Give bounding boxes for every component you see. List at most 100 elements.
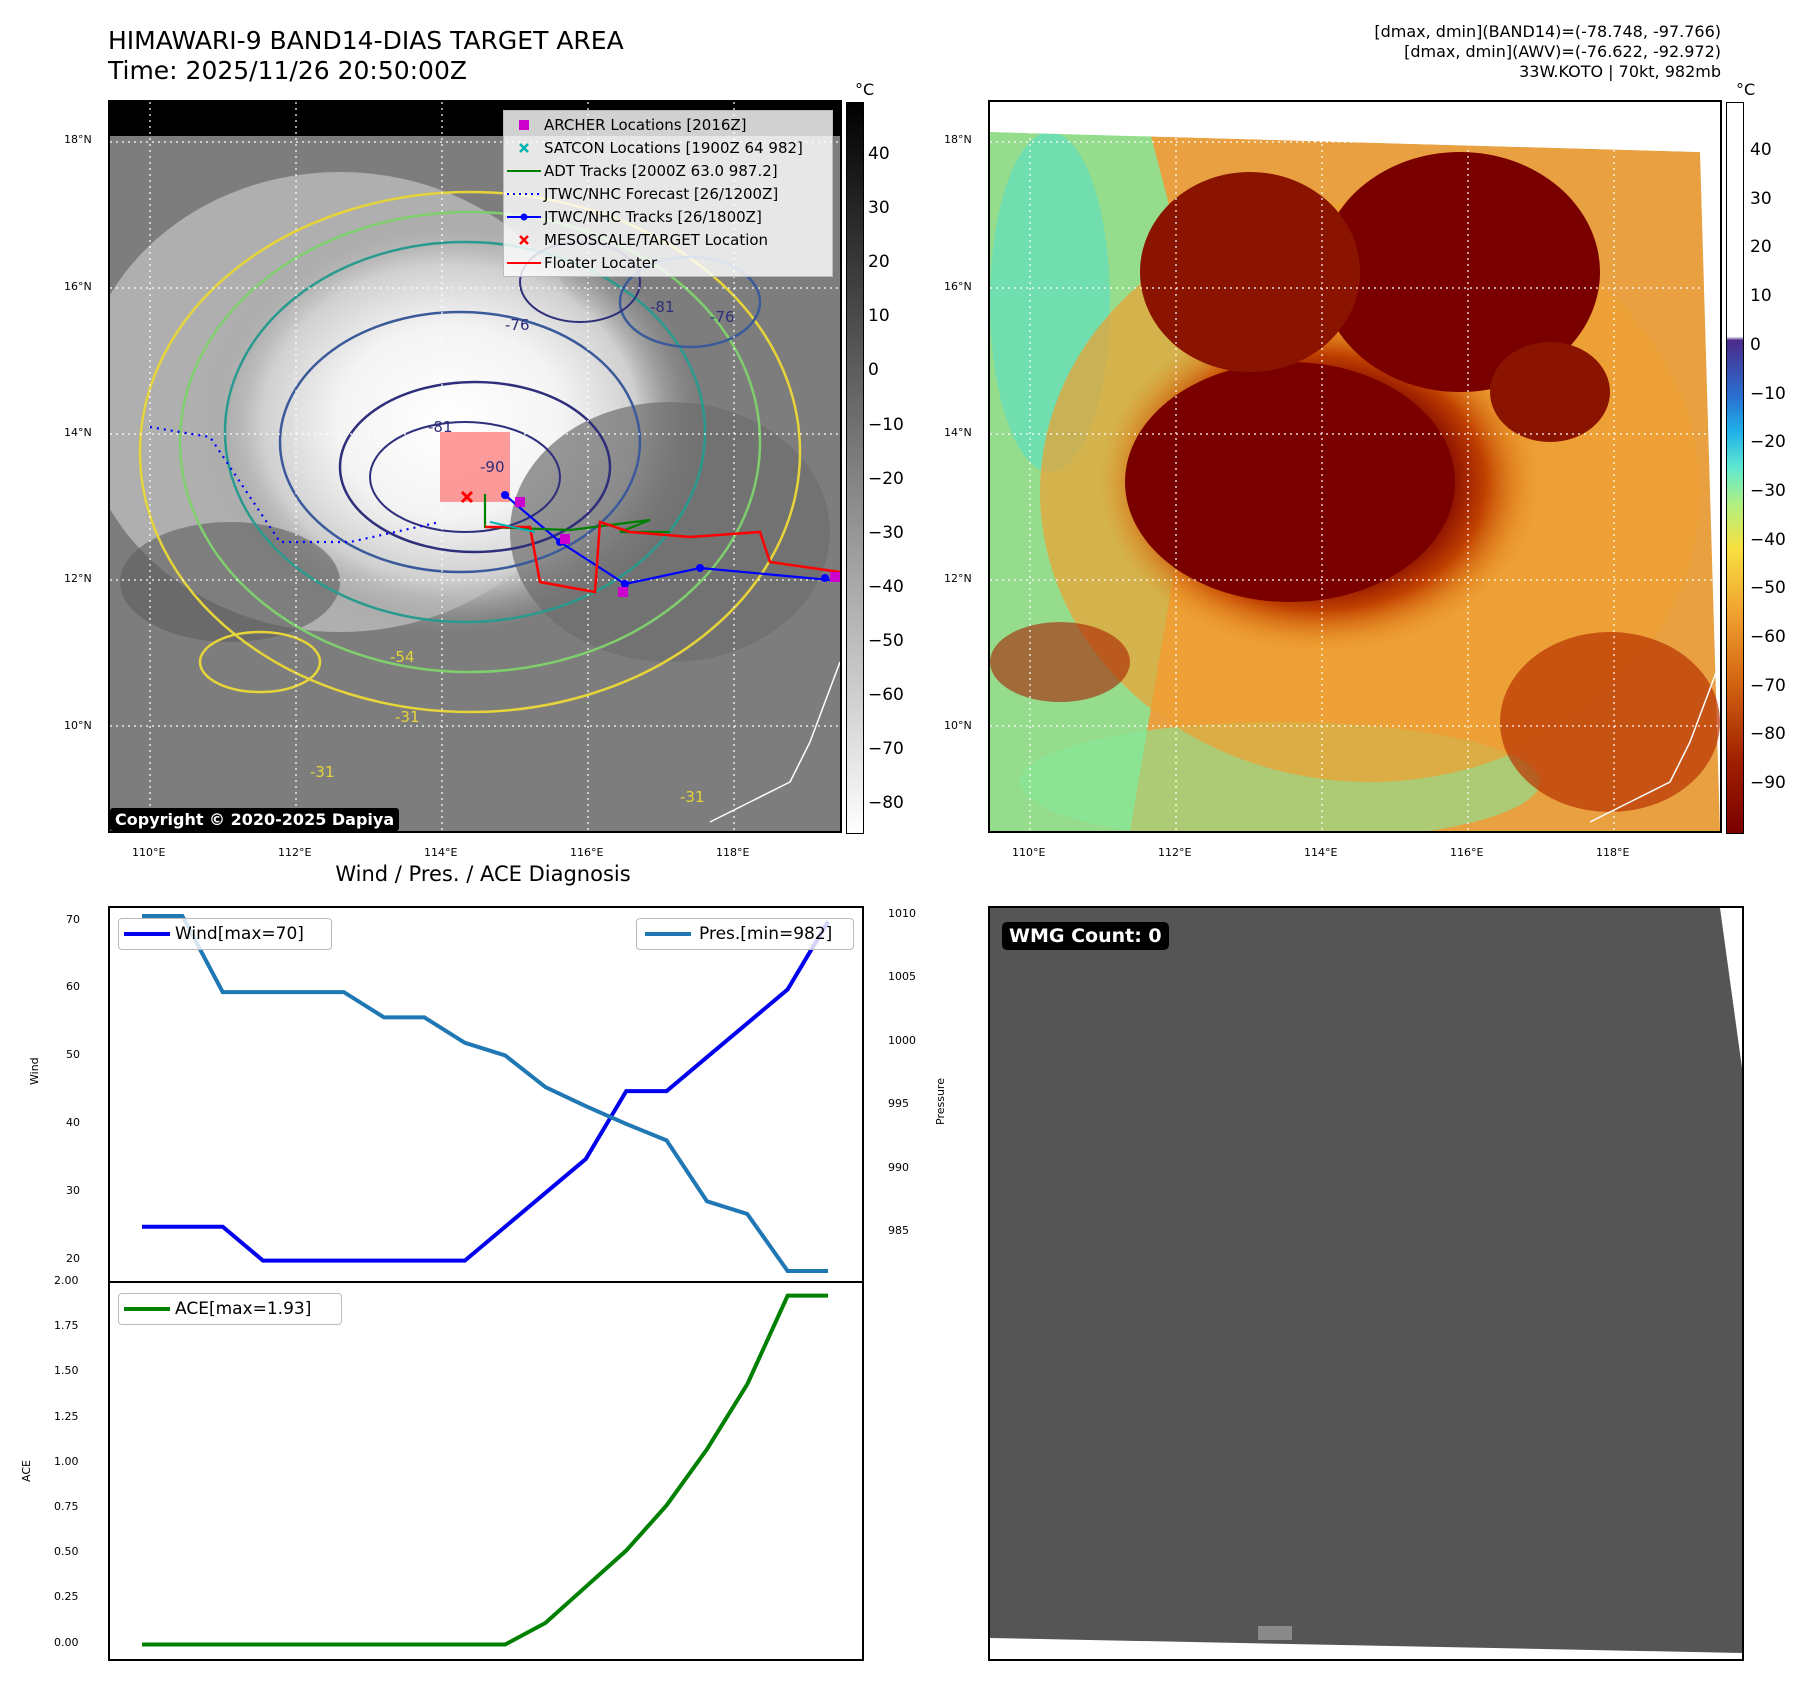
- diagnosis-title: Wind / Pres. / ACE Diagnosis: [335, 862, 631, 886]
- wind-tick: 40: [66, 1116, 80, 1130]
- awv-satellite-image: [990, 102, 1720, 831]
- left-colorbar: [846, 102, 864, 834]
- lat-tick: 18°N: [944, 133, 972, 146]
- lon-tick: 112°E: [278, 846, 312, 859]
- legend-item-adt: ADT Tracks [2000Z 63.0 987.2]: [507, 161, 778, 180]
- lon-tick: 114°E: [1304, 846, 1338, 859]
- colorbar-tick: −40: [868, 576, 904, 597]
- colorbar-tick: −10: [1750, 383, 1786, 404]
- info-band14: [dmax, dmin](BAND14)=(-78.748, -97.766): [1374, 22, 1721, 41]
- ace-tick: 0.75: [54, 1499, 79, 1513]
- wind-legend: Wind[max=70]: [118, 918, 332, 950]
- wind-tick: 50: [66, 1048, 80, 1062]
- ace-plot: [142, 1293, 828, 1647]
- wind-tick: 20: [66, 1251, 80, 1265]
- pressure-axis-label: Pressure: [934, 1078, 947, 1125]
- pressure-legend: Pres.[min=982]: [636, 918, 854, 950]
- lat-tick: 16°N: [944, 280, 972, 293]
- colorbar-tick: −10: [868, 414, 904, 435]
- colorbar-tick: 10: [1750, 286, 1772, 307]
- ace-tick: 1.75: [54, 1319, 79, 1333]
- colorbar-tick: −30: [868, 522, 904, 543]
- colorbar-tick: 0: [868, 360, 879, 381]
- colorbar-tick: −20: [868, 468, 904, 489]
- colorbar-tick: −20: [1750, 432, 1786, 453]
- colorbar-tick: 40: [1750, 140, 1772, 160]
- floater-track: [485, 520, 840, 594]
- colorbar-tick: −70: [868, 739, 904, 760]
- ace-panel: ACE[max=1.93]: [108, 1281, 864, 1661]
- wind-pressure-plot: [142, 914, 830, 1273]
- colorbar-tick: −70: [1750, 675, 1786, 696]
- lon-tick: 114°E: [424, 846, 458, 859]
- wind-axis-label: Wind: [28, 1057, 41, 1085]
- ace-tick: 0.00: [54, 1635, 79, 1649]
- colorbar-tick: −80: [1750, 724, 1786, 745]
- ace-tick: 1.00: [54, 1454, 79, 1468]
- legend-item-floater: Floater Locater: [507, 253, 658, 272]
- info-storm: 33W.KOTO | 70kt, 982mb: [1519, 62, 1721, 81]
- colorbar-tick: −50: [1750, 578, 1786, 599]
- wmg-image: [990, 908, 1742, 1653]
- right-map-panel: [988, 100, 1722, 833]
- lon-tick: 112°E: [1158, 846, 1192, 859]
- colorbar-tick: 30: [1750, 188, 1772, 209]
- legend-item-mesoscale: MESOSCALE/TARGET Location: [504, 228, 832, 251]
- pressure-tick: 995: [888, 1097, 909, 1111]
- colorbar-tick: −60: [1750, 627, 1786, 647]
- contour-label: -31: [395, 708, 420, 726]
- timestamp: Time: 2025/11/26 20:50:00Z: [108, 56, 467, 85]
- left-map-panel: -81 -76 -90 -81 -76 -54 -31 -31 -31 ARCH…: [108, 100, 842, 833]
- wind-tick: 70: [66, 912, 80, 926]
- ace-tick: 1.50: [54, 1364, 79, 1378]
- colorbar-unit: °C: [855, 80, 875, 99]
- pressure-tick: 985: [888, 1223, 909, 1237]
- lon-tick: 110°E: [132, 846, 166, 859]
- contour-label: -81: [650, 298, 675, 316]
- map-legend: ARCHER Locations [2016Z] SATCON Location…: [503, 110, 833, 277]
- contour-label: -90: [480, 458, 505, 476]
- info-awv: [dmax, dmin](AWV)=(-76.622, -92.972): [1404, 42, 1721, 61]
- lon-tick: 118°E: [1596, 846, 1630, 859]
- colorbar-tick: −90: [1750, 773, 1786, 794]
- lon-tick: 116°E: [1450, 846, 1484, 859]
- copyright-label: Copyright © 2020-2025 Dapiya: [110, 808, 400, 831]
- legend-item-forecast: JTWC/NHC Forecast [26/1200Z]: [507, 184, 779, 203]
- lat-tick: 16°N: [64, 280, 92, 293]
- ace-legend: ACE[max=1.93]: [118, 1293, 342, 1325]
- wmg-panel: WMG Count: 0: [988, 906, 1744, 1661]
- contour-label: -31: [680, 788, 705, 806]
- chart-title: HIMAWARI-9 BAND14-DIAS TARGET AREA: [108, 26, 624, 55]
- contour-label: -76: [505, 316, 530, 334]
- colorbar-tick: 20: [868, 252, 890, 273]
- wind-series-line: [142, 920, 830, 1263]
- wind-pressure-panel: Wind[max=70] Pres.[min=982]: [108, 906, 864, 1283]
- legend-item-archer: ARCHER Locations [2016Z]: [504, 113, 832, 136]
- lat-tick: 10°N: [944, 719, 972, 732]
- ace-tick: 1.25: [54, 1409, 79, 1423]
- lon-tick: 118°E: [716, 846, 750, 859]
- lon-tick: 116°E: [570, 846, 604, 859]
- ace-axis-label: ACE: [20, 1460, 33, 1482]
- contour-label: -54: [390, 648, 415, 666]
- legend-item-jtwc-tracks: JTWC/NHC Tracks [26/1800Z]: [504, 205, 832, 228]
- ace-tick: 0.50: [54, 1545, 79, 1559]
- colorbar-tick: −40: [1750, 529, 1786, 550]
- colorbar-tick: 30: [868, 198, 890, 219]
- wind-tick: 30: [66, 1183, 80, 1197]
- lat-tick: 14°N: [944, 426, 972, 439]
- colorbar-tick: −60: [868, 685, 904, 705]
- lat-tick: 14°N: [64, 426, 92, 439]
- right-colorbar: [1726, 102, 1744, 834]
- contour-label: -81: [428, 418, 453, 436]
- lat-tick: 10°N: [64, 719, 92, 732]
- colorbar-tick: 0: [1750, 334, 1761, 355]
- wmg-count-badge: WMG Count: 0: [1002, 922, 1169, 950]
- colorbar-tick: 10: [868, 306, 890, 327]
- pressure-tick: 1000: [888, 1033, 916, 1047]
- legend-item-satcon: SATCON Locations [1900Z 64 982]: [504, 136, 832, 159]
- lat-tick: 18°N: [64, 133, 92, 146]
- lat-tick: 12°N: [64, 572, 92, 585]
- pressure-tick: 1005: [888, 970, 916, 984]
- ace-series-line: [142, 1293, 828, 1647]
